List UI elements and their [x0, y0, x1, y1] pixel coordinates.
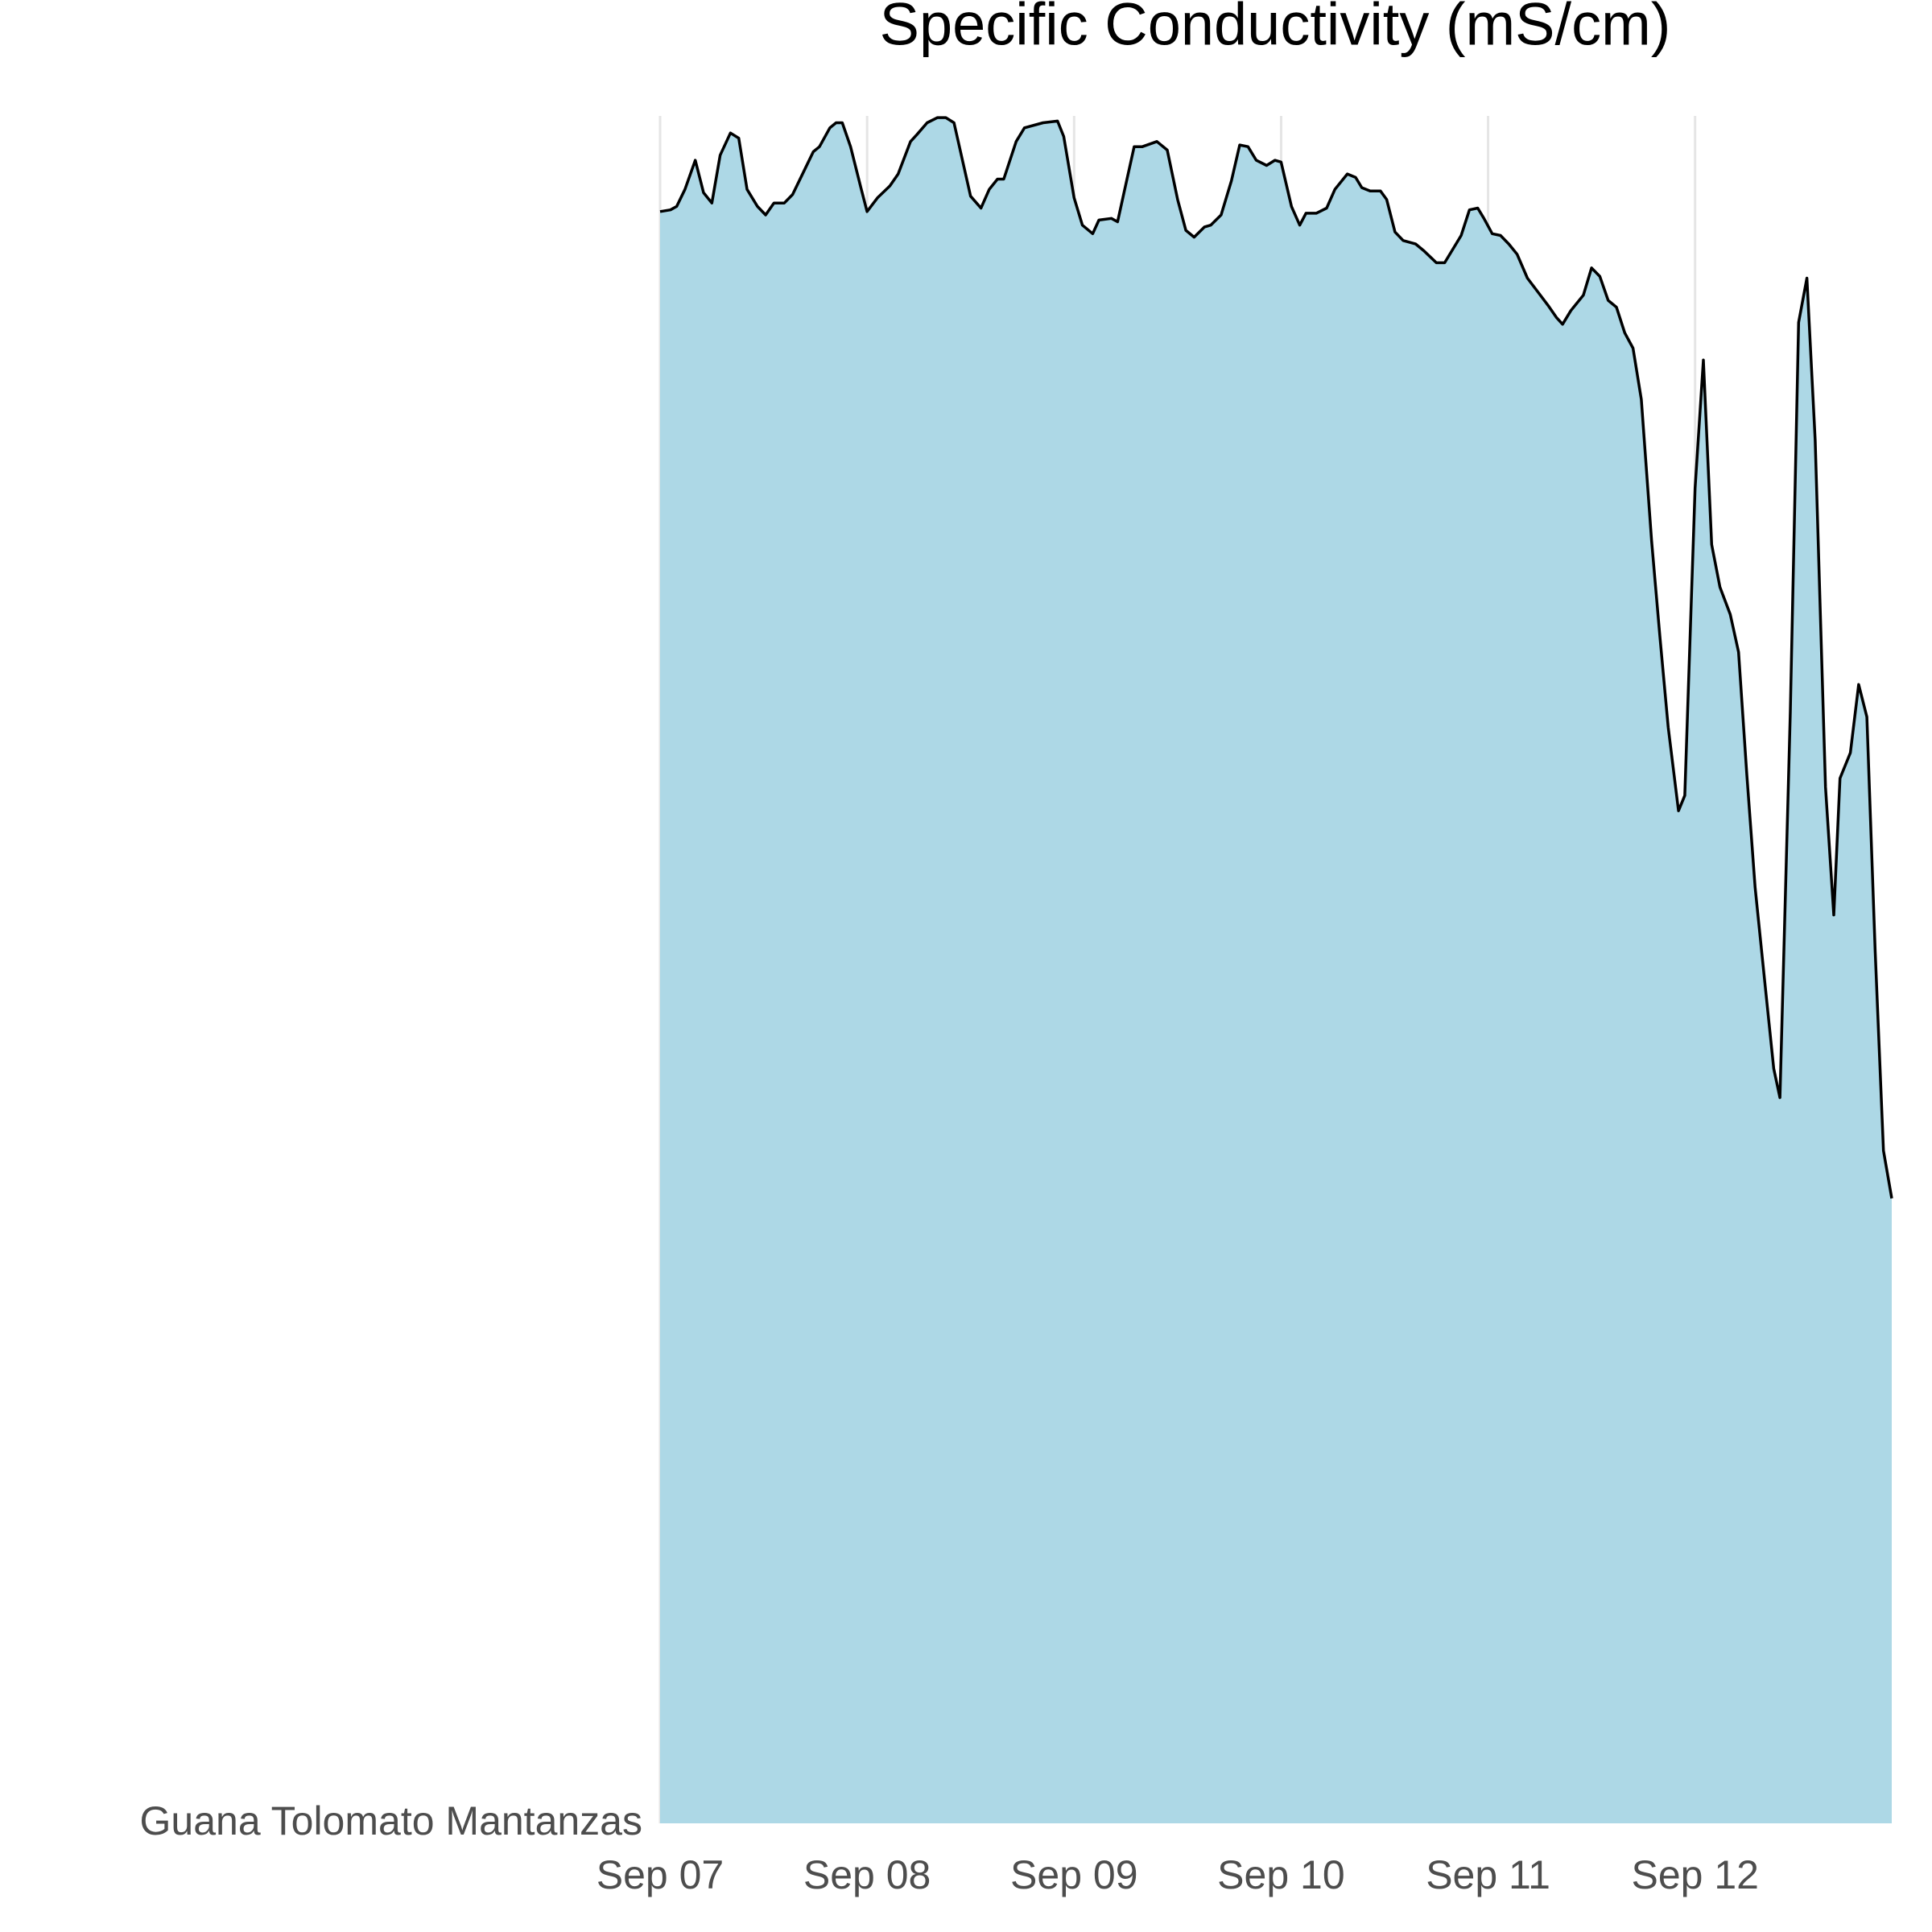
x-tick-label: Sep 07: [597, 1852, 724, 1897]
x-tick-label: Sep 12: [1631, 1852, 1758, 1897]
x-tick-label: Sep 10: [1217, 1852, 1344, 1897]
line: [659, 116, 1893, 1199]
chart-title: Specific Conductivity (mS/cm): [880, 0, 1671, 58]
x-tick-label: Sep 09: [1010, 1852, 1137, 1897]
area: [660, 118, 1892, 1823]
y-category-label: Guana Tolomato Mantanzas: [140, 1798, 642, 1843]
x-tick-label: Sep 08: [803, 1852, 931, 1897]
x-tick-label: Sep 11: [1426, 1852, 1550, 1897]
